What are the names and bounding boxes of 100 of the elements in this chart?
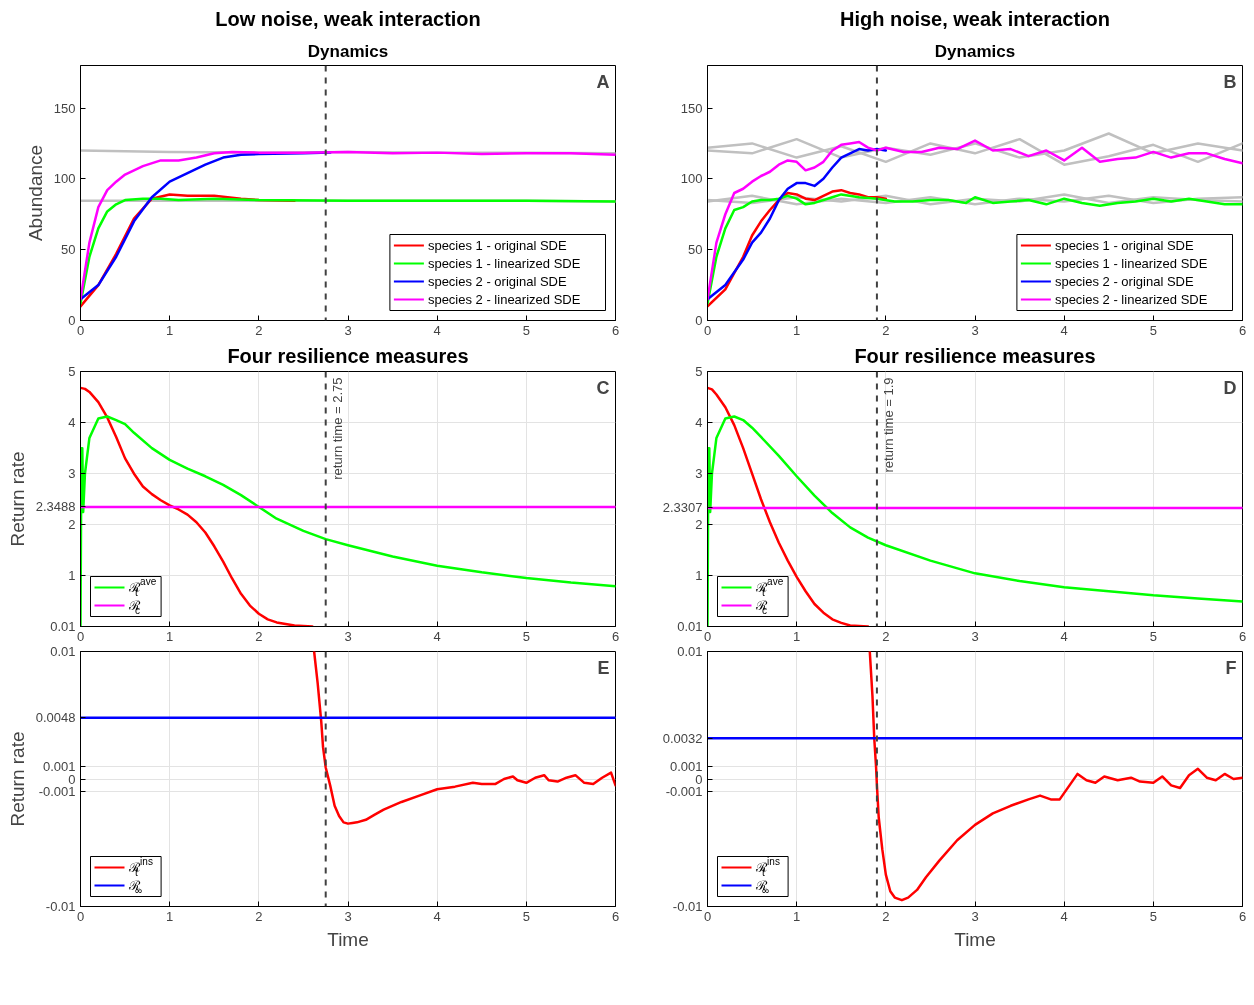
annotation: B [1223, 71, 1237, 92]
x-axis-title: Time [954, 928, 996, 950]
annotation: F [1225, 657, 1237, 678]
y-tick-label: 4 [695, 415, 703, 431]
x-tick-label: 5 [1149, 322, 1157, 338]
ref-line-label: return time = 1.9 [880, 377, 896, 473]
annotation: E [597, 657, 610, 678]
x-tick-label: 2 [882, 322, 890, 338]
y-tick-label: 1 [695, 568, 703, 584]
y-tick-label: 0.01 [50, 619, 76, 634]
y-tick-label: 1 [68, 568, 76, 584]
x-tick-label: 4 [433, 908, 441, 924]
x-tick-label: 6 [611, 322, 620, 338]
x-tick-label: 4 [433, 628, 441, 644]
y-tick-label: 0.01 [50, 644, 76, 659]
y-tick-label: 150 [53, 100, 76, 116]
y-tick-label: 0.0032 [662, 730, 703, 746]
x-tick-label: 1 [793, 322, 801, 338]
y-tick-label: 0.001 [42, 758, 76, 774]
x-tick-label: 1 [793, 628, 801, 644]
y-tick-label: 0.0048 [35, 710, 76, 726]
y-tick-label: 50 [688, 242, 703, 258]
y-tick-label: 0.01 [677, 644, 703, 659]
x-tick-label: 6 [611, 628, 620, 644]
legend-label: species 2 - original SDE [427, 274, 567, 289]
annotation: A [596, 71, 610, 92]
x-tick-label: 4 [1060, 628, 1068, 644]
y-tick-label: 3 [68, 466, 76, 482]
x-tick-label: 5 [1149, 908, 1157, 924]
legend-label: ℛtave [754, 576, 784, 598]
y-tick-label: 2.3307 [662, 500, 703, 516]
x-tick-label: 5 [522, 628, 530, 644]
chart-title: High noise, weak interaction [839, 7, 1111, 30]
legend-label: species 1 - linearized SDE [427, 256, 581, 271]
x-tick-label: 2 [255, 908, 263, 924]
x-tick-label: 3 [344, 322, 352, 338]
x-tick-label: 1 [166, 908, 174, 924]
chart-title: Low noise, weak interaction [215, 7, 481, 30]
x-tick-label: 5 [1149, 628, 1157, 644]
y-axis-title: Abundance [24, 144, 46, 242]
y-tick-label: 150 [680, 100, 703, 116]
x-axis-title: Time [327, 928, 369, 950]
legend-label: species 2 - original SDE [1054, 274, 1194, 289]
x-tick-label: 6 [611, 908, 620, 924]
x-tick-label: 2 [255, 628, 263, 644]
x-tick-label: 1 [166, 322, 174, 338]
x-tick-label: 4 [433, 322, 441, 338]
x-tick-label: 6 [1238, 322, 1247, 338]
x-tick-label: 2 [882, 628, 890, 644]
y-axis-title: Return rate [6, 451, 28, 547]
y-tick-label: 0 [695, 771, 703, 787]
x-tick-label: 2 [882, 908, 890, 924]
y-tick-label: 5 [68, 364, 76, 379]
legend-label: ℛc [127, 598, 141, 616]
legend-label: species 1 - original SDE [427, 238, 567, 253]
x-tick-label: 3 [344, 628, 352, 644]
legend-label: ℛtins [127, 856, 153, 878]
x-tick-label: 3 [971, 322, 979, 338]
y-tick-label: 50 [61, 242, 76, 258]
y-tick-label: 3 [695, 466, 703, 482]
legend-label: species 2 - linearized SDE [1054, 292, 1208, 307]
chart-title: Four resilience measures [227, 344, 469, 367]
legend-label: ℛ∞ [127, 878, 143, 896]
legend-label: ℛtave [127, 576, 157, 598]
x-tick-label: 6 [1238, 628, 1247, 644]
x-tick-label: 4 [1060, 908, 1068, 924]
legend-label: ℛtins [754, 856, 780, 878]
x-tick-label: 5 [522, 908, 530, 924]
y-tick-label: 2 [68, 517, 76, 533]
x-tick-label: 5 [522, 322, 530, 338]
legend-label: species 2 - linearized SDE [427, 292, 581, 307]
y-axis-title: Return rate [6, 731, 28, 827]
x-tick-label: 1 [793, 908, 801, 924]
y-tick-label: 0.01 [677, 619, 703, 634]
y-tick-label: -0.01 [45, 899, 76, 914]
chart-subtitle: Dynamics [934, 41, 1016, 61]
chart-subtitle: Dynamics [307, 41, 389, 61]
x-tick-label: 3 [971, 628, 979, 644]
legend-label: species 1 - original SDE [1054, 238, 1194, 253]
y-tick-label: 5 [695, 364, 703, 379]
legend-label: species 1 - linearized SDE [1054, 256, 1208, 271]
annotation: C [596, 377, 610, 398]
x-tick-label: 3 [971, 908, 979, 924]
y-tick-label: 100 [680, 171, 703, 187]
x-tick-label: 2 [255, 322, 263, 338]
y-tick-label: 0.001 [669, 758, 703, 774]
x-tick-label: 1 [166, 628, 174, 644]
y-tick-label: -0.001 [665, 784, 703, 800]
y-tick-label: 2.3488 [35, 499, 76, 515]
y-tick-label: 4 [68, 415, 76, 431]
legend-label: ℛ∞ [754, 878, 770, 896]
x-tick-label: 6 [1238, 908, 1247, 924]
ref-line-label: return time = 2.75 [329, 377, 345, 480]
x-tick-label: 4 [1060, 322, 1068, 338]
y-tick-label: -0.01 [672, 899, 703, 914]
annotation: D [1223, 377, 1237, 398]
y-tick-label: 2 [695, 517, 703, 533]
x-tick-label: 3 [344, 908, 352, 924]
legend-label: ℛc [754, 598, 768, 616]
y-tick-label: 0 [68, 771, 76, 787]
